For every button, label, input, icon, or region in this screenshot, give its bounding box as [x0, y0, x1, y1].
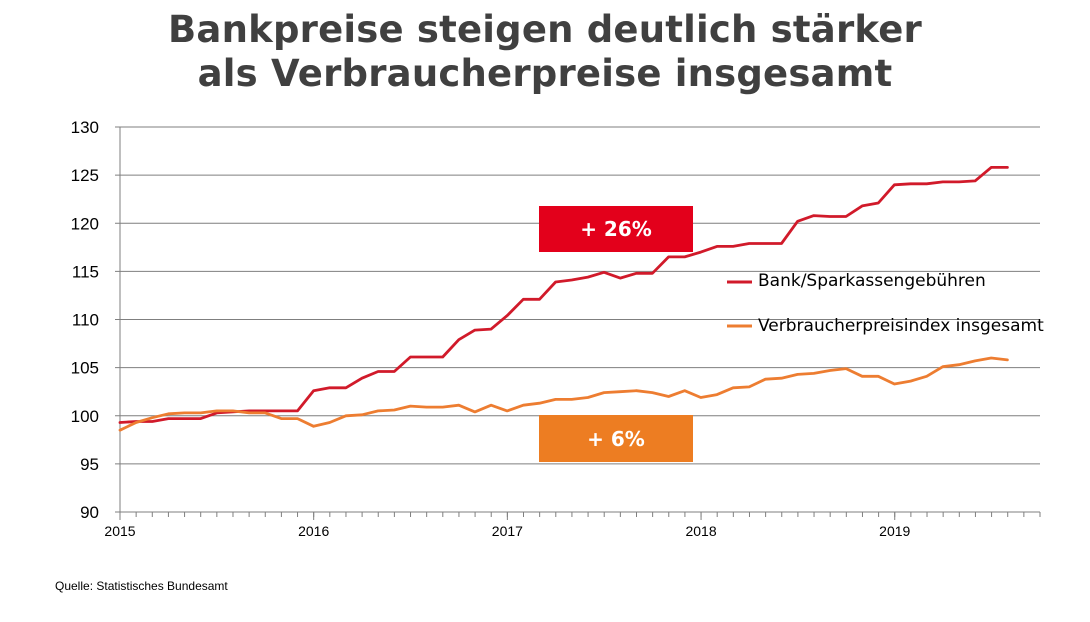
bank-change-label: + 26% [580, 217, 652, 241]
y-tick-label-95: 95 [80, 455, 99, 474]
y-tick-label-90: 90 [80, 503, 99, 522]
cpi-change-badge [539, 415, 693, 462]
gridlines [120, 126, 1040, 465]
y-tick-label-125: 125 [71, 166, 99, 185]
legend: Bank/Sparkassengebühren Verbraucherpreis… [727, 271, 1044, 336]
bank-change-badge [539, 206, 693, 252]
y-tick-label-110: 110 [72, 311, 99, 330]
legend-label-cpi: Verbraucherpreisindex insgesamt [758, 316, 1044, 336]
y-tick-label-105: 105 [71, 359, 99, 378]
x-tick-label-2015: 2015 [104, 523, 135, 539]
x-axis: 2015 2016 2017 2018 2019 [104, 511, 1041, 539]
cpi-change-label: + 6% [587, 427, 645, 451]
legend-label-bank: Bank/Sparkassengebühren [758, 271, 986, 291]
x-tick-label-2019: 2019 [879, 523, 910, 539]
source-note: Quelle: Statistisches Bundesamt [55, 579, 228, 593]
x-tick-label-2017: 2017 [492, 523, 523, 539]
annotations: + 26% + 6% [539, 206, 693, 462]
y-tick-label-100: 100 [71, 407, 99, 426]
y-tick-label-115: 115 [72, 262, 99, 281]
series-line-bank [118, 165, 1009, 424]
x-tick-label-2016: 2016 [298, 523, 329, 539]
x-tick-label-2018: 2018 [685, 523, 716, 539]
chart-title: Bankpreise steigen deutlich stärker als … [0, 8, 1090, 96]
y-axis: 90 95 100 105 110 115 120 125 130 [71, 118, 121, 522]
series-lines [118, 165, 1009, 432]
series-line-cpi [118, 356, 1009, 432]
title-line-2: als Verbraucherpreise insgesamt [197, 52, 893, 95]
title-line-1: Bankpreise steigen deutlich stärker [168, 8, 922, 51]
y-tick-label-120: 120 [71, 214, 99, 233]
y-tick-label-130: 130 [71, 118, 99, 137]
